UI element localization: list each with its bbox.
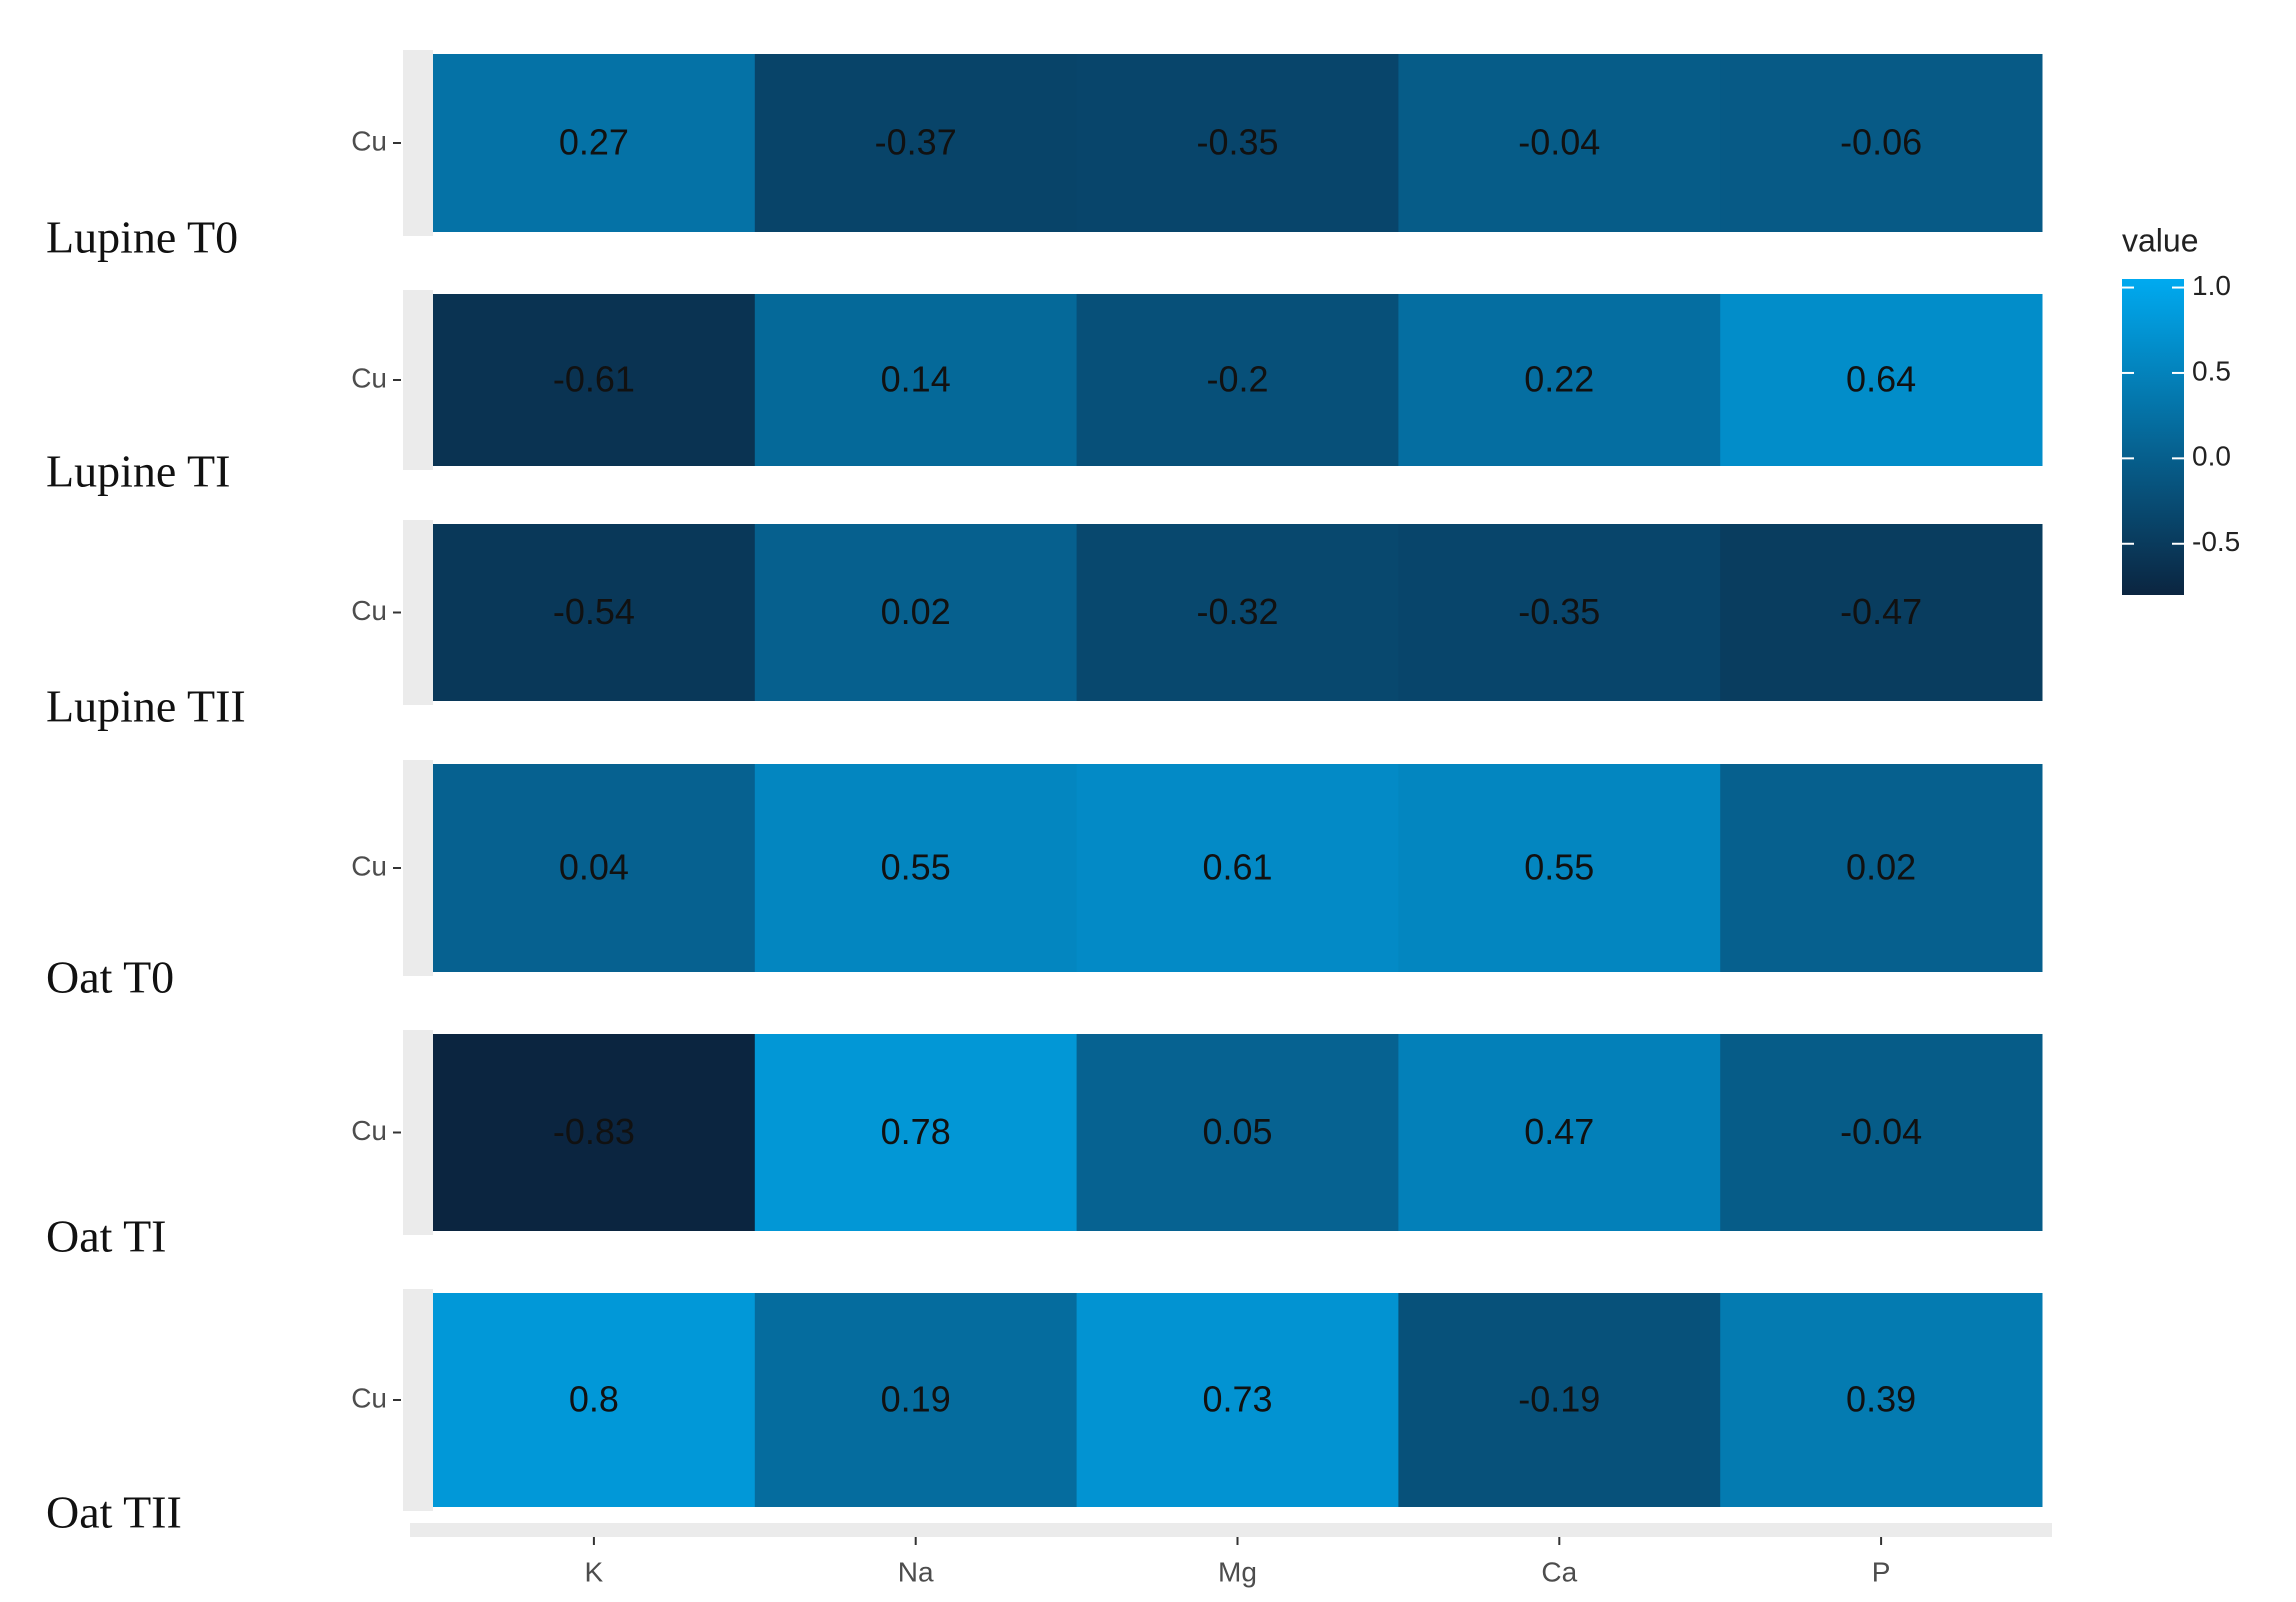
cell-label: -0.04 — [1840, 1111, 1922, 1152]
cell-label: -0.35 — [1518, 591, 1600, 632]
cell-label: 0.47 — [1524, 1111, 1594, 1152]
cell-label: -0.04 — [1518, 122, 1600, 163]
y-tick-label: Cu — [351, 850, 387, 881]
heat-cell — [1398, 1293, 1721, 1507]
cell-label: 0.19 — [881, 1379, 951, 1420]
cell-label: -0.54 — [553, 591, 635, 632]
cell-label: 0.27 — [559, 122, 629, 163]
x-tick-label: P — [1872, 1556, 1891, 1587]
colorbar-tick-label: 0.0 — [2192, 441, 2231, 472]
x-tick-label: Ca — [1541, 1556, 1577, 1587]
colorbar-tick-label: -0.5 — [2192, 526, 2240, 557]
cell-label: 0.73 — [1202, 1379, 1272, 1420]
cell-label: -0.32 — [1196, 591, 1278, 632]
cell-label: 0.22 — [1524, 359, 1594, 400]
heat-cell — [1720, 764, 2043, 972]
cell-label: -0.37 — [875, 122, 957, 163]
legend-title: value — [2122, 222, 2199, 258]
heat-cell — [1076, 54, 1399, 232]
cell-label: -0.47 — [1840, 591, 1922, 632]
y-tick-label: Cu — [351, 1115, 387, 1146]
heat-cell — [433, 54, 756, 232]
panel-strip — [403, 50, 433, 236]
heat-cell — [1076, 1034, 1399, 1231]
heat-cell — [754, 294, 1078, 466]
heat-cell — [1398, 764, 1721, 972]
cell-label: 0.05 — [1202, 1111, 1272, 1152]
cell-label: -0.06 — [1840, 122, 1922, 163]
heat-cell — [1720, 54, 2043, 232]
cell-label: 0.55 — [1524, 847, 1594, 888]
cell-label: 0.04 — [559, 847, 629, 888]
cell-label: -0.19 — [1518, 1379, 1600, 1420]
panel-strip — [403, 1289, 433, 1511]
y-tick-label: Cu — [351, 362, 387, 393]
cell-label: 0.78 — [881, 1111, 951, 1152]
heat-cell — [754, 1293, 1078, 1507]
heat-cell — [1720, 524, 2043, 701]
heat-cell — [433, 1034, 756, 1231]
y-tick-label: Cu — [351, 595, 387, 626]
heat-cell — [433, 1293, 756, 1507]
heat-cell — [1076, 524, 1399, 701]
heat-cell — [1398, 294, 1721, 466]
heat-cell — [1398, 1034, 1721, 1231]
heat-cell — [433, 294, 756, 466]
heat-cell — [1076, 1293, 1399, 1507]
heat-cell — [433, 764, 756, 972]
heat-cell — [433, 524, 756, 701]
cell-label: -0.35 — [1196, 122, 1278, 163]
heat-cell — [1398, 524, 1721, 701]
panel-strip — [403, 760, 433, 976]
panel-title: Oat TI — [46, 1211, 167, 1262]
colorbar — [2122, 279, 2184, 595]
heat-cell — [1076, 764, 1399, 972]
heat-cell — [1720, 294, 2043, 466]
heat-cell — [754, 764, 1078, 972]
heat-cell — [1720, 1293, 2043, 1507]
panel-strip — [403, 1030, 433, 1235]
panel-title: Lupine T0 — [46, 212, 238, 263]
cell-label: 0.8 — [569, 1379, 619, 1420]
cell-label: 0.55 — [881, 847, 951, 888]
cell-label: 0.02 — [1846, 847, 1916, 888]
heat-cell — [754, 524, 1078, 701]
cell-label: 0.64 — [1846, 359, 1916, 400]
panel-title: Lupine TII — [46, 681, 246, 732]
heat-cell — [754, 1034, 1078, 1231]
cell-label: 0.61 — [1202, 847, 1272, 888]
x-tick-label: Mg — [1218, 1556, 1257, 1587]
x-axis-strip — [410, 1523, 2052, 1537]
cell-label: -0.83 — [553, 1111, 635, 1152]
cell-label: -0.61 — [553, 359, 635, 400]
heat-cell — [1076, 294, 1399, 466]
cell-label: 0.14 — [881, 359, 951, 400]
panel-strip — [403, 520, 433, 705]
cell-label: -0.2 — [1206, 359, 1268, 400]
heat-cell — [754, 54, 1078, 232]
x-tick-label: Na — [898, 1556, 934, 1587]
cell-label: 0.02 — [881, 591, 951, 632]
panel-title: Lupine TI — [46, 446, 230, 497]
y-tick-label: Cu — [351, 125, 387, 156]
x-tick-label: K — [585, 1556, 604, 1587]
colorbar-tick-label: 0.5 — [2192, 355, 2231, 386]
panel-title: Oat TII — [46, 1487, 182, 1538]
colorbar-tick-label: 1.0 — [2192, 270, 2231, 301]
y-tick-label: Cu — [351, 1382, 387, 1413]
heat-cell — [1720, 1034, 2043, 1231]
panel-title: Oat T0 — [46, 952, 174, 1003]
heat-cell — [1398, 54, 1721, 232]
panel-strip — [403, 290, 433, 470]
cell-label: 0.39 — [1846, 1379, 1916, 1420]
